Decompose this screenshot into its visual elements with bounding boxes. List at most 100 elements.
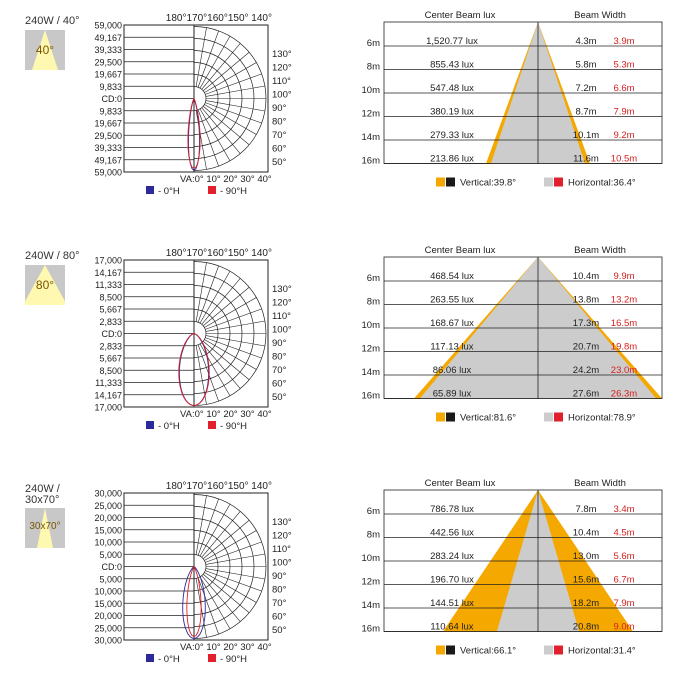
polar-angle-spoke — [205, 320, 265, 332]
polar-angle-tick-label: 120° — [272, 298, 292, 309]
polar-angle-tick-label: 70° — [272, 365, 287, 376]
row-lux-value: 168.67 lux — [430, 318, 474, 329]
polar-cd-tick-label: CD:0 — [101, 329, 122, 339]
row-width-horizontal: 19.8m — [611, 342, 637, 353]
row-width-horizontal: 9.9m — [613, 271, 634, 282]
row-distance-label: 6m — [367, 273, 380, 284]
legend-swatch-90h — [208, 421, 216, 429]
polar-bottom-angle-label: VA:0° 10° 20° 30° 40° — [180, 409, 272, 420]
polar-angle-spoke — [202, 340, 250, 381]
polar-angle-tick-label: 70° — [272, 130, 287, 141]
polar-angle-tick-label: 70° — [272, 598, 287, 609]
polar-angle-spoke — [205, 337, 262, 359]
polar-angle-tick-label: 120° — [272, 531, 292, 542]
row-distance-label: 6m — [367, 38, 380, 49]
row-width-vertical: 13.8m — [573, 295, 599, 306]
beam-spread-chart: Center Beam lux Beam Width 6m 786.78 lux 7.8… — [362, 478, 663, 657]
polar-cd-tick-label: 11,333 — [95, 378, 122, 388]
polar-cd-tick-label: 59,000 — [94, 168, 122, 178]
row-distance-label: 16m — [362, 624, 381, 635]
polar-cd-tick-label: 49,167 — [94, 155, 122, 165]
beam-spread-chart: Center Beam lux Beam Width 6m 1,520.77 lux 4… — [362, 10, 663, 189]
polar-cd-tick-label: 29,500 — [94, 57, 122, 67]
header-center-beam-lux: Center Beam lux — [425, 10, 496, 21]
row-distance-label: 16m — [362, 156, 381, 167]
row-lux-value: 786.78 lux — [430, 504, 474, 515]
beam-spread-chart: Center Beam lux Beam Width 6m 468.54 lux 10.… — [362, 245, 663, 424]
polar-cd-tick-label: 25,000 — [94, 623, 122, 633]
polar-angle-spoke — [202, 286, 250, 327]
legend-swatch-0h — [146, 186, 154, 194]
row-width-vertical: 10.1m — [573, 130, 599, 141]
polar-chart: 180°170°160°150° 140° 17,000 14,167 11,333 8… — [94, 248, 292, 432]
chart-section-1: 240W / 40° 40° 180°170°160°150° 140° 59,000… — [0, 10, 700, 215]
polar-cd-tick-label: 29,500 — [94, 131, 122, 141]
legend-label-horizontal: Horizontal:36.4° — [568, 178, 636, 189]
polar-angle-spoke — [205, 100, 265, 112]
row-width-vertical: 27.6m — [573, 389, 599, 400]
legend-swatch-90h — [208, 654, 216, 662]
row-width-vertical: 13.0m — [573, 551, 599, 562]
legend-swatch-90h — [208, 186, 216, 194]
row-lux-value: 144.51 lux — [430, 598, 474, 609]
legend-label-vertical: Vertical:39.8° — [460, 178, 516, 189]
chart-title: 240W / 40° — [25, 15, 80, 27]
beam-thumbnail: 40° — [25, 30, 65, 70]
row-lux-value: 213.86 lux — [430, 154, 474, 165]
legend-swatch-0h — [146, 421, 154, 429]
polar-angle-spoke — [202, 51, 250, 92]
polar-angle-spoke — [202, 105, 250, 146]
legend-swatch-vertical-orange — [436, 412, 445, 422]
row-width-horizontal: 23.0m — [611, 365, 637, 376]
polar-angle-spoke — [195, 262, 207, 322]
polar-angle-tick-label: 130° — [272, 49, 292, 60]
legend-label-horizontal: Horizontal:31.4° — [568, 646, 636, 657]
row-width-horizontal: 6.6m — [613, 83, 634, 94]
row-width-horizontal: 10.5m — [611, 154, 637, 165]
row-distance-label: 10m — [362, 320, 381, 331]
polar-angle-spoke — [197, 109, 219, 167]
polar-angle-tick-label: 80° — [272, 352, 287, 363]
polar-cd-tick-label: 8,500 — [99, 366, 122, 376]
polar-angle-spoke — [197, 265, 219, 323]
row-width-horizontal: 16.5m — [611, 318, 637, 329]
row-lux-value: 65.89 lux — [433, 389, 472, 400]
legend-label-90h: - 90°H — [220, 421, 247, 432]
polar-cd-tick-label: 14,167 — [94, 390, 122, 400]
polar-angle-spoke — [205, 568, 265, 580]
legend-swatch-vertical-orange — [436, 177, 445, 187]
row-lux-value: 196.70 lux — [430, 575, 474, 586]
polar-angle-spoke — [202, 573, 250, 614]
polar-curve-90h — [187, 98, 201, 170]
row-width-vertical: 10.4m — [573, 528, 599, 539]
row-width-vertical: 15.6m — [573, 575, 599, 586]
polar-angle-spoke — [205, 73, 262, 95]
row-distance-label: 8m — [367, 62, 380, 73]
legend-label-vertical: Vertical:81.6° — [460, 413, 516, 424]
row-width-vertical: 4.3m — [575, 36, 596, 47]
row-width-horizontal: 3.9m — [613, 36, 634, 47]
polar-cd-tick-label: 5,667 — [99, 305, 122, 315]
row-width-vertical: 7.8m — [575, 504, 596, 515]
row-width-vertical: 8.7m — [575, 107, 596, 118]
polar-angle-spoke — [205, 541, 262, 563]
polar-cd-tick-label: 8,500 — [99, 292, 122, 302]
legend-label-90h: - 90°H — [220, 654, 247, 665]
beam-thumbnail-cone — [37, 508, 53, 548]
polar-angle-spoke — [204, 530, 257, 561]
polar-angle-spoke — [201, 278, 241, 325]
legend-swatch-horizontal-red — [554, 645, 563, 655]
polar-angle-tick-label: 100° — [272, 325, 292, 336]
row-lux-value: 442.56 lux — [430, 528, 474, 539]
polar-chart: 180°170°160°150° 140° 30,000 25,000 20,000 1… — [94, 481, 292, 665]
beam-thumbnail-cone — [32, 30, 58, 70]
polar-angle-tick-label: 80° — [272, 585, 287, 596]
thumbnail-label: 40° — [35, 43, 55, 57]
polar-chart: 180°170°160°150° 140° 59,000 49,167 39,333 2… — [94, 13, 292, 197]
chart-section-3: 240W / 30x70° 30x70° 180°170°160°150° 140°… — [0, 478, 700, 683]
polar-cd-tick-label: 20,000 — [94, 611, 122, 621]
row-width-vertical: 17.3m — [573, 318, 599, 329]
polar-angle-spoke — [195, 495, 207, 555]
row-width-vertical: 5.8m — [575, 60, 596, 71]
polar-angle-spoke — [204, 104, 257, 135]
